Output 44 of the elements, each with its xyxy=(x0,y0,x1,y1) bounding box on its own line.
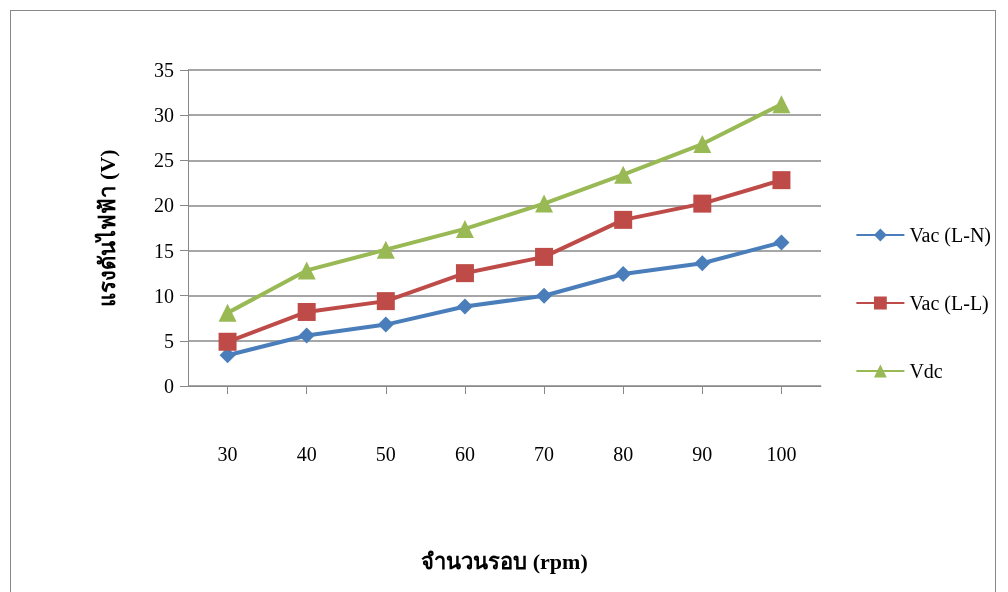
x-tick-label: 90 xyxy=(692,443,713,465)
point xyxy=(694,255,711,272)
legend-label: Vac (L-N) xyxy=(909,224,991,247)
x-tick-label: 70 xyxy=(534,443,555,465)
x-tick-label: 100 xyxy=(766,443,797,465)
y-tick-label: 20 xyxy=(154,194,174,217)
point xyxy=(455,264,474,283)
x-tick-label: 50 xyxy=(375,443,396,465)
point xyxy=(536,287,553,304)
x-tick-label: 30 xyxy=(217,443,238,465)
y-tick-label: 30 xyxy=(154,104,174,127)
point xyxy=(297,261,316,280)
x-tick-label: 40 xyxy=(296,443,317,465)
y-tick-label: 15 xyxy=(154,239,174,262)
point xyxy=(456,298,473,315)
y-tick-label: 10 xyxy=(154,284,174,307)
point xyxy=(614,210,633,229)
point xyxy=(773,234,790,251)
x-tick-label: 60 xyxy=(454,443,475,465)
x-axis-title: จำนวนรอบ (rpm) xyxy=(421,548,588,574)
point xyxy=(693,135,712,154)
point xyxy=(772,95,791,114)
y-axis-title: แรงดันไฟฟ้า (V) xyxy=(93,149,120,307)
point xyxy=(693,194,712,213)
point xyxy=(772,171,791,190)
x-tick-label: 80 xyxy=(613,443,634,465)
y-tick-label: 25 xyxy=(154,149,174,172)
point xyxy=(376,240,395,259)
point xyxy=(218,303,237,322)
point xyxy=(455,219,474,238)
point xyxy=(376,292,395,311)
point xyxy=(377,316,394,333)
point xyxy=(218,332,237,351)
y-tick-label: 35 xyxy=(154,59,174,81)
legend-label: Vac (L-L) xyxy=(909,292,989,315)
legend-label: Vdc xyxy=(909,360,943,382)
point xyxy=(298,327,315,344)
y-tick-label: 5 xyxy=(164,329,174,352)
point xyxy=(297,302,316,321)
point xyxy=(614,165,633,184)
point xyxy=(535,247,554,266)
point xyxy=(615,266,632,283)
y-tick-label: 0 xyxy=(164,375,174,397)
point xyxy=(535,194,554,213)
